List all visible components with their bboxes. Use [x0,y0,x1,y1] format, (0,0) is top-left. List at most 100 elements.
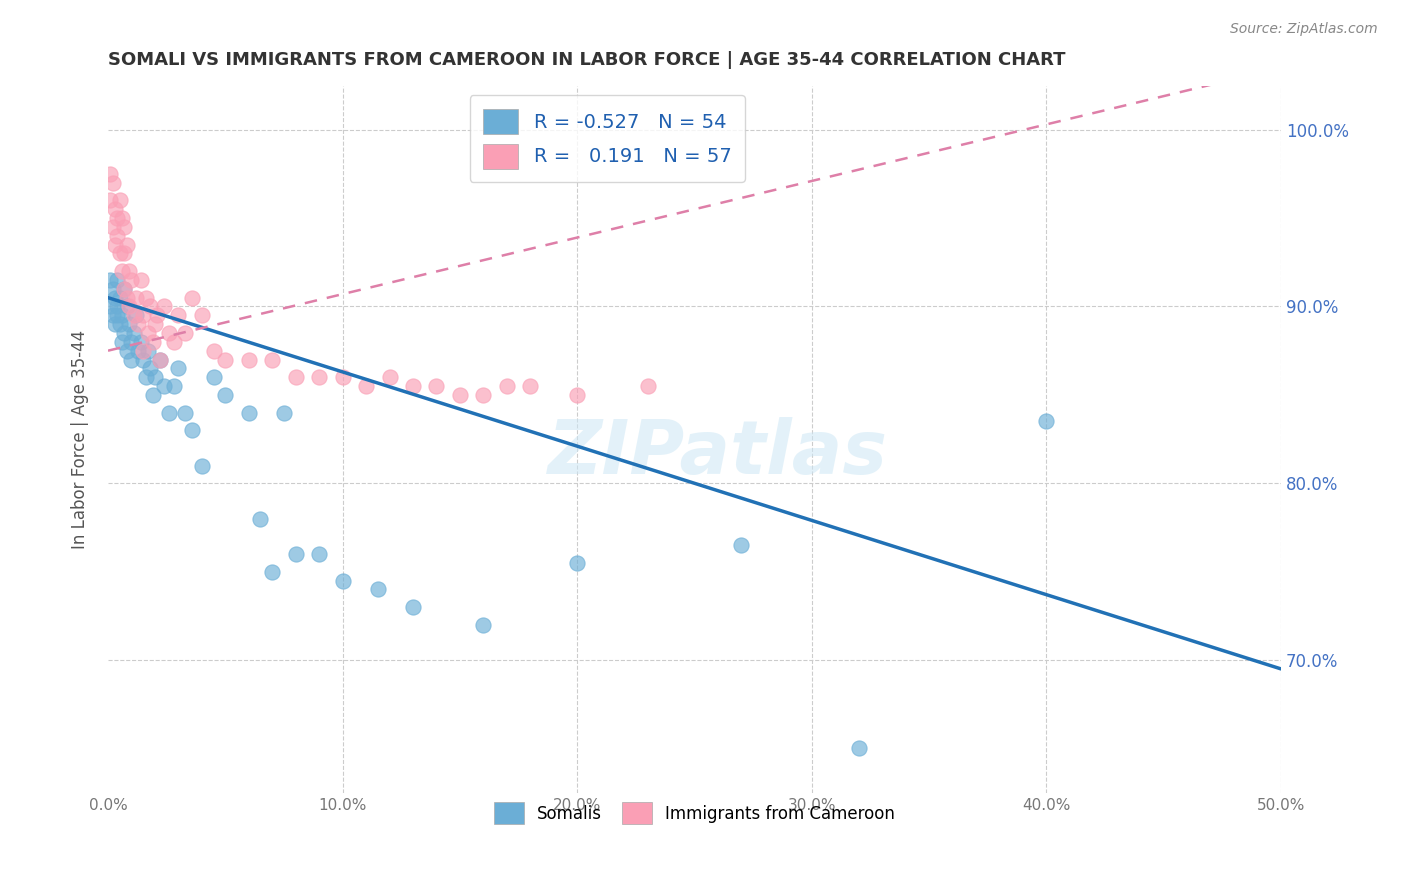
Point [153,300,176,314]
Point [143,370,166,384]
Point [125,309,148,323]
Point [111,211,134,226]
Point [449,388,471,402]
Point [149,352,172,367]
Point [167,309,190,323]
Point [202,370,225,384]
Point [402,379,425,393]
Point [120,273,142,287]
Point [174,406,197,420]
Point [108,246,131,260]
Point [1035,414,1057,428]
Point [495,379,517,393]
Point [115,343,138,358]
Point [848,741,870,756]
Point [167,361,190,376]
Point [157,326,180,340]
Point [135,291,157,305]
Point [143,317,166,331]
Point [202,343,225,358]
Point [146,309,169,323]
Point [174,326,197,340]
Point [181,423,204,437]
Point [730,538,752,552]
Point [191,458,214,473]
Point [105,273,128,287]
Point [214,352,236,367]
Point [567,556,589,570]
Point [149,352,172,367]
Point [367,582,389,597]
Point [332,370,354,384]
Point [181,291,204,305]
Point [104,237,127,252]
Point [139,361,162,376]
Point [101,282,124,296]
Point [104,317,127,331]
Point [104,202,127,217]
Point [112,282,135,296]
Point [104,291,127,305]
Point [105,228,128,243]
Point [153,379,176,393]
Point [472,388,495,402]
Point [132,352,155,367]
Point [105,300,128,314]
Y-axis label: In Labor Force | Age 35-44: In Labor Force | Age 35-44 [72,329,89,549]
Point [120,352,142,367]
Point [163,379,186,393]
Point [118,317,141,331]
Point [115,237,138,252]
Point [98,194,121,208]
Point [101,176,124,190]
Text: ZIPatlas: ZIPatlas [548,417,889,490]
Point [118,300,141,314]
Point [111,309,134,323]
Point [111,334,134,349]
Point [122,326,145,340]
Point [105,309,128,323]
Point [105,211,128,226]
Legend: Somalis, Immigrants from Cameroon: Somalis, Immigrants from Cameroon [484,792,905,834]
Point [262,565,284,579]
Point [115,291,138,305]
Point [308,547,330,561]
Point [112,282,135,296]
Point [284,370,307,384]
Point [191,309,214,323]
Text: Source: ZipAtlas.com: Source: ZipAtlas.com [1230,22,1378,37]
Point [238,352,260,367]
Point [112,326,135,340]
Point [567,388,589,402]
Point [98,273,121,287]
Point [98,300,121,314]
Point [101,309,124,323]
Point [402,600,425,615]
Point [120,334,142,349]
Point [108,291,131,305]
Point [262,352,284,367]
Point [378,370,401,384]
Point [637,379,659,393]
Point [308,370,330,384]
Point [118,264,141,278]
Point [139,300,162,314]
Point [332,574,354,588]
Text: SOMALI VS IMMIGRANTS FROM CAMEROON IN LABOR FORCE | AGE 35-44 CORRELATION CHART: SOMALI VS IMMIGRANTS FROM CAMEROON IN LA… [108,51,1066,69]
Point [273,406,295,420]
Point [129,273,152,287]
Point [108,194,131,208]
Point [127,317,149,331]
Point [112,219,135,234]
Point [135,370,157,384]
Point [111,264,134,278]
Point [142,388,165,402]
Point [249,511,271,525]
Point [354,379,377,393]
Point [101,219,124,234]
Point [115,300,138,314]
Point [112,246,135,260]
Point [163,334,186,349]
Point [122,309,145,323]
Point [125,291,148,305]
